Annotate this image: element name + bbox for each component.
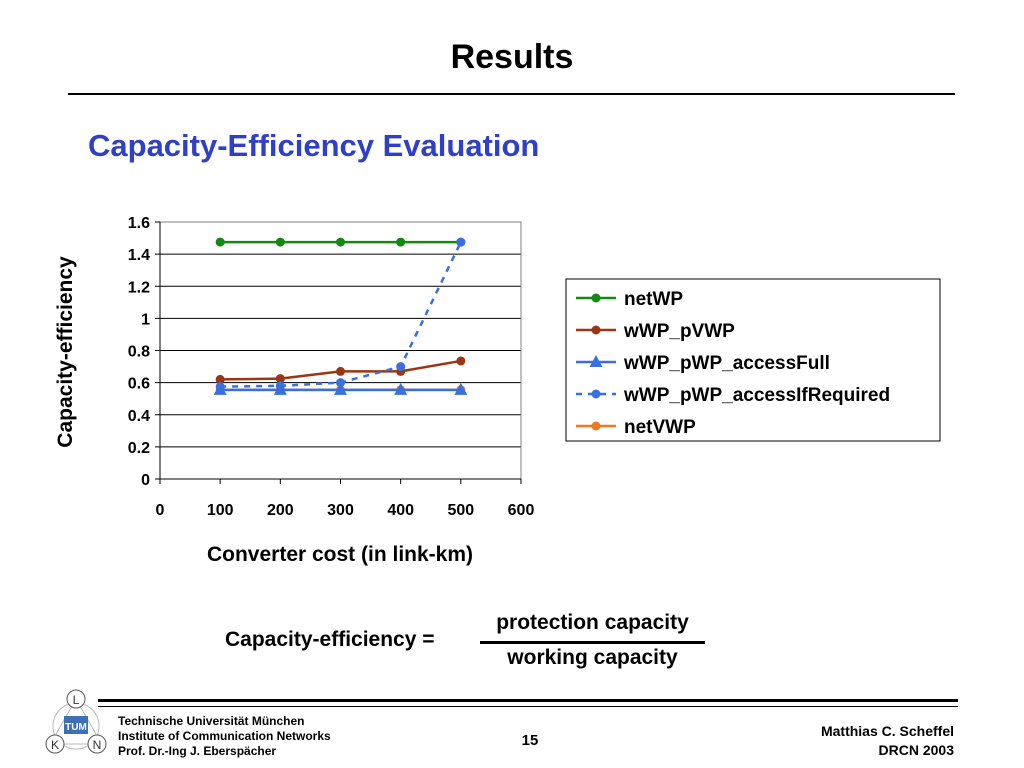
- footer-author-block: Matthias C. Scheffel DRCN 2003: [821, 722, 954, 760]
- point-netWP: [336, 237, 345, 247]
- point-wWP_pVWP: [215, 374, 225, 384]
- legend-label-wWP_pWP_accessIfRequired: wWP_pWP_accessIfRequired: [623, 385, 890, 406]
- y-tick-label: 1.2: [128, 279, 150, 296]
- series-line-wWP_pWP_accessIfRequired: [220, 241, 462, 388]
- point-wWP_pWP_accessIfRequired: [396, 362, 406, 372]
- x-axis-title: Converter cost (in link-km): [207, 543, 473, 566]
- legend-label-wWP_pWP_accessFull: wWP_pWP_accessFull: [623, 353, 830, 374]
- y-tick-label: 0.8: [128, 344, 150, 361]
- footer-divider-thin: [98, 706, 958, 707]
- institute-logo: L K N TUM: [45, 689, 107, 754]
- y-axis-title: Capacity-efficiency: [54, 256, 77, 448]
- legend-label-netWP: netWP: [624, 289, 683, 310]
- legend-label-wWP_pVWP: wWP_pVWP: [623, 321, 735, 342]
- chart-axes: [155, 221, 522, 484]
- formula-denominator: working capacity: [507, 646, 678, 669]
- point-wWP_pVWP: [275, 374, 285, 384]
- legend-marker-wWP_pWP_accessFull: [589, 355, 603, 367]
- y-tick-label: 0: [141, 472, 150, 489]
- legend-marker-netWP: [591, 293, 601, 303]
- point-wWP_pWP_accessFull: [454, 382, 468, 395]
- point-wWP_pWP_accessIfRequired: [275, 381, 285, 391]
- line-chart: 0 0.2 0.4 0.6 0.8 1 1.2 1.4 1.6 0 100 200 300 400 500 6…: [54, 215, 941, 566]
- footer-institution: Technische Universität München Institute…: [118, 714, 331, 759]
- y-tick-label: 0.2: [128, 440, 150, 457]
- point-wWP_pWP_accessIfRequired: [215, 382, 225, 392]
- y-tick-label: 0.4: [128, 408, 150, 425]
- legend: [565, 278, 941, 442]
- point-wWP_pWP_accessFull: [394, 382, 408, 395]
- legend-label-netVWP: netVWP: [624, 417, 696, 438]
- slide-subtitle: Capacity-Efficiency Evaluation: [88, 128, 540, 163]
- page-number: 15: [521, 732, 539, 749]
- logo-letter-k: K: [51, 738, 59, 752]
- y-tick-label: 1.4: [128, 247, 150, 264]
- x-tick-label: 500: [447, 502, 474, 519]
- logo-letter-l: L: [73, 693, 80, 707]
- footer-author: Matthias C. Scheffel: [820, 723, 954, 739]
- point-netWP: [275, 237, 285, 247]
- legend-entries: netWP wWP_pVWP wWP_pWP_accessFull wWP_pWP_a…: [576, 289, 890, 438]
- title-divider: [68, 93, 955, 95]
- footer-divider: [98, 699, 958, 702]
- y-tick-label: 0.6: [128, 376, 150, 393]
- legend-marker-netVWP: [591, 421, 601, 431]
- formula-lhs: Capacity-efficiency =: [225, 628, 435, 651]
- chart-gridlines: [160, 253, 521, 448]
- y-tick-label: 1: [141, 311, 150, 328]
- slide-title: Results: [450, 38, 574, 76]
- logo-letter-n: N: [93, 738, 102, 752]
- footer-institute: Institute of Communication Networks: [118, 729, 331, 743]
- logo-mark: TUM: [65, 722, 87, 733]
- y-tick-label: 1.6: [128, 215, 150, 232]
- point-netWP: [215, 237, 225, 247]
- chart-tick-labels: 0 0.2 0.4 0.6 0.8 1 1.2 1.4 1.6 0 100 200 300 400 500 6…: [128, 215, 535, 519]
- point-netWP: [396, 237, 406, 247]
- fraction-bar: [480, 641, 705, 644]
- point-wWP_pVWP: [456, 356, 466, 366]
- legend-marker-wWP_pVWP: [591, 325, 601, 335]
- x-tick-label: 0: [156, 502, 165, 519]
- x-tick-label: 300: [327, 502, 354, 519]
- legend-marker-wWP_pWP_accessIfRequired: [591, 389, 601, 399]
- x-tick-label: 100: [207, 502, 234, 519]
- x-tick-label: 600: [508, 502, 535, 519]
- formula-numerator: protection capacity: [496, 611, 689, 634]
- footer-event: DRCN 2003: [878, 742, 954, 758]
- point-wWP_pVWP: [336, 366, 345, 376]
- footer-professor: Prof. Dr.-Ing J. Eberspächer: [118, 744, 277, 758]
- x-tick-label: 200: [267, 502, 294, 519]
- point-wWP_pWP_accessIfRequired: [456, 237, 466, 247]
- point-wWP_pWP_accessFull: [334, 382, 347, 395]
- x-tick-label: 400: [387, 502, 414, 519]
- footer-university: Technische Universität München: [118, 714, 305, 728]
- chart-series: [213, 237, 468, 395]
- point-wWP_pWP_accessIfRequired: [336, 378, 345, 388]
